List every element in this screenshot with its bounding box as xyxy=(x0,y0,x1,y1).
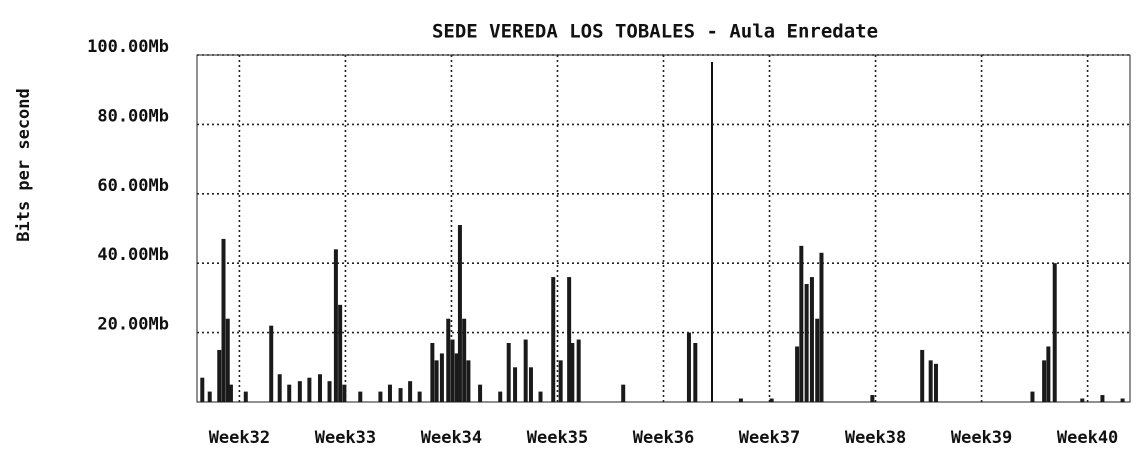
x-tick-label: Week34 xyxy=(421,428,482,448)
bar xyxy=(338,304,343,402)
bar xyxy=(1052,263,1057,402)
bar xyxy=(769,398,774,402)
bar xyxy=(567,277,572,402)
y-tick-label: 100.00Mb xyxy=(87,37,169,57)
bar xyxy=(327,381,332,402)
bar xyxy=(221,238,226,402)
bar xyxy=(297,381,302,402)
bar xyxy=(342,384,347,402)
bar xyxy=(570,343,575,402)
bar xyxy=(398,388,403,402)
bar xyxy=(523,339,528,402)
bar xyxy=(576,339,581,402)
y-axis-label: Bits per second xyxy=(14,88,34,242)
bar xyxy=(513,367,518,402)
bar xyxy=(621,384,626,402)
bar xyxy=(277,374,282,402)
bar xyxy=(809,277,814,402)
bar xyxy=(439,353,444,402)
y-tick-label: 40.00Mb xyxy=(97,245,169,265)
bar xyxy=(408,381,413,402)
bar xyxy=(200,377,205,402)
bar xyxy=(269,325,274,402)
bar xyxy=(1030,391,1035,402)
y-tick-label: 20.00Mb xyxy=(97,315,169,335)
bar xyxy=(307,377,312,402)
bar xyxy=(378,391,383,402)
x-tick-label: Week36 xyxy=(633,428,694,448)
x-tick-label: Week35 xyxy=(527,428,588,448)
bar xyxy=(450,339,455,402)
y-tick-label: 80.00Mb xyxy=(97,106,169,126)
bar xyxy=(462,318,467,402)
x-tick-label: Week33 xyxy=(315,428,376,448)
bar xyxy=(1046,346,1051,402)
bar xyxy=(228,384,233,402)
bar xyxy=(434,360,439,402)
bar xyxy=(693,343,698,402)
bar xyxy=(738,398,743,402)
bar xyxy=(1100,395,1105,402)
x-tick-label: Week39 xyxy=(951,428,1012,448)
bar xyxy=(207,391,212,402)
bar xyxy=(358,391,363,402)
bar xyxy=(933,363,938,402)
bar xyxy=(217,349,222,402)
chart-title: SEDE VEREDA LOS TOBALES - Aula Enredate xyxy=(432,21,878,43)
bar xyxy=(457,225,462,402)
x-tick-label: Week37 xyxy=(739,428,800,448)
bar xyxy=(920,349,925,402)
bar xyxy=(417,391,422,402)
bar xyxy=(243,391,248,402)
bar xyxy=(1120,398,1125,402)
bar xyxy=(870,395,875,402)
bar xyxy=(287,384,292,402)
bar xyxy=(686,332,691,402)
y-tick-label: 60.00Mb xyxy=(97,176,169,196)
bar xyxy=(225,318,230,402)
bar xyxy=(819,252,824,402)
bar xyxy=(815,318,820,402)
bar xyxy=(551,277,556,402)
bar xyxy=(387,384,392,402)
bar xyxy=(430,343,435,402)
bar xyxy=(804,284,809,402)
bar xyxy=(538,391,543,402)
bar xyxy=(498,391,503,402)
bar xyxy=(333,249,338,402)
bar xyxy=(466,360,471,402)
x-tick-label: Week40 xyxy=(1057,428,1118,448)
bar xyxy=(558,360,563,402)
bar xyxy=(1080,398,1085,402)
bar xyxy=(928,360,933,402)
bar xyxy=(317,374,322,402)
bar xyxy=(506,343,511,402)
bar xyxy=(528,367,533,402)
bar xyxy=(795,346,800,402)
bar xyxy=(478,384,483,402)
bar xyxy=(454,353,459,402)
bar xyxy=(446,318,451,402)
x-tick-label: Week32 xyxy=(209,428,270,448)
bar xyxy=(799,245,804,402)
bar xyxy=(1042,360,1047,402)
x-tick-label: Week38 xyxy=(845,428,906,448)
